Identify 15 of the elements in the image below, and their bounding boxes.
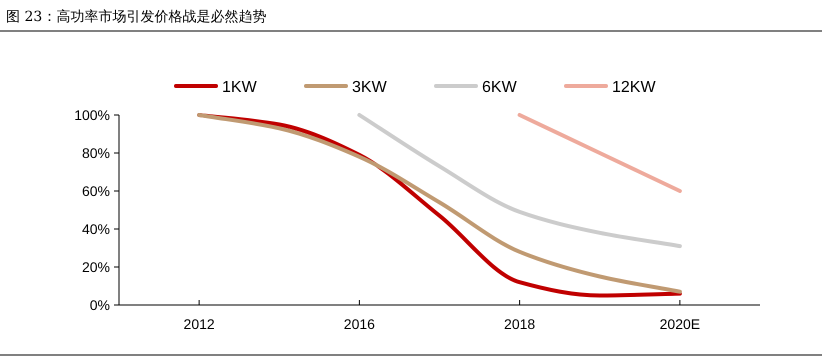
x-tick-label: 2018: [504, 316, 536, 332]
legend-label: 3KW: [352, 79, 388, 96]
y-tick-label: 20%: [82, 259, 110, 275]
x-tick-label: 2012: [184, 316, 215, 332]
legend-label: 1KW: [222, 79, 258, 96]
y-tick-label: 80%: [82, 145, 110, 161]
y-tick-label: 0%: [90, 297, 110, 313]
y-tick-label: 60%: [82, 183, 110, 199]
legend-label: 12KW: [612, 79, 656, 96]
title: 图 23：高功率市场引发价格战是必然趋势: [6, 9, 266, 25]
legend-label: 6KW: [482, 79, 518, 96]
x-tick-label: 2020E: [660, 316, 700, 332]
x-tick-label: 2016: [344, 316, 376, 332]
y-tick-label: 40%: [82, 221, 110, 237]
y-tick-label: 100%: [74, 107, 110, 123]
